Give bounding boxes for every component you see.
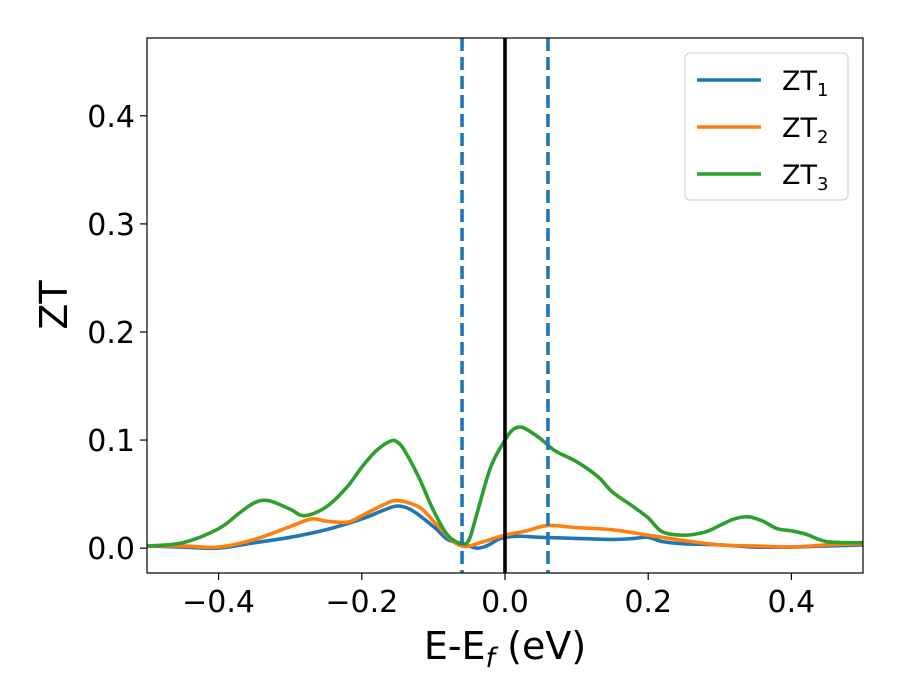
y-tick-label: 0.1 bbox=[87, 424, 135, 459]
plot-lines bbox=[147, 38, 863, 573]
y-axis-title: ZT bbox=[32, 280, 76, 330]
legend-frame bbox=[684, 52, 849, 201]
x-axis-title: E-Ef (eV) bbox=[424, 624, 586, 674]
x-tick-label: 0.0 bbox=[481, 585, 529, 620]
x-tick-label: −0.2 bbox=[325, 585, 398, 620]
legend-label-2: ZT2 bbox=[782, 113, 828, 148]
x-tick-label: 0.4 bbox=[768, 585, 816, 620]
x-tick-label: −0.4 bbox=[182, 585, 255, 620]
x-tick-label: 0.2 bbox=[624, 585, 672, 620]
y-tick-label: 0.3 bbox=[87, 208, 135, 243]
x-axis-title-unit: (eV) bbox=[495, 624, 586, 668]
x-axis: −0.4 −0.2 0.0 0.2 0.4 bbox=[182, 573, 815, 620]
x-axis-title-main: E-E bbox=[424, 624, 486, 668]
legend-label-1: ZT1 bbox=[782, 66, 828, 101]
series-line-1 bbox=[147, 504, 863, 551]
y-tick-label: 0.0 bbox=[87, 532, 135, 567]
y-tick-label: 0.2 bbox=[87, 316, 135, 351]
y-axis: 0.0 0.1 0.2 0.3 0.4 bbox=[87, 100, 147, 567]
y-tick-label: 0.4 bbox=[87, 100, 135, 135]
series-line-2 bbox=[147, 498, 863, 550]
legend: ZT1 ZT2 ZT3 bbox=[684, 52, 849, 201]
legend-label-3: ZT3 bbox=[782, 160, 828, 195]
